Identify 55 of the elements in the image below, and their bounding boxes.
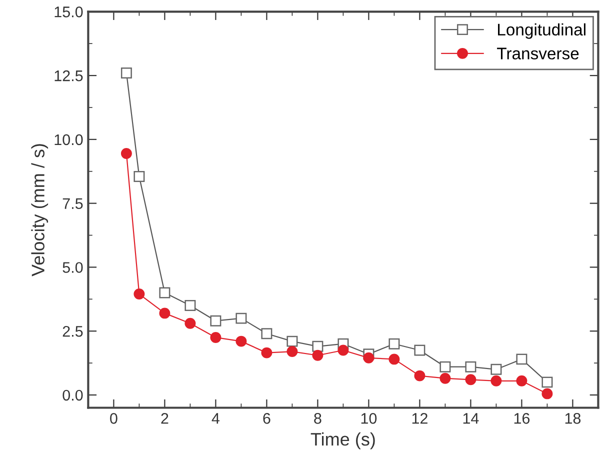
legend-label: Transverse: [497, 48, 579, 60]
point: [159, 308, 170, 319]
point: [159, 287, 170, 298]
y-tick-label: 15.0: [54, 6, 83, 18]
y-tick-label: 10.0: [54, 134, 83, 146]
point: [286, 336, 298, 347]
point: [465, 361, 476, 372]
y-tick-label: 2.5: [62, 326, 83, 337]
point: [184, 318, 196, 329]
point: [542, 376, 553, 388]
point: [210, 332, 222, 343]
point: [465, 374, 476, 386]
point: [388, 354, 400, 365]
point: [184, 300, 196, 312]
point: [120, 148, 132, 159]
x-tick-label: 16: [514, 413, 530, 424]
point: [261, 347, 272, 358]
point: [516, 354, 528, 365]
point: [490, 375, 502, 386]
x-tick-label: 6: [263, 413, 270, 424]
point: [414, 344, 426, 356]
point: [363, 352, 374, 364]
point: [261, 328, 272, 340]
x-tick-label: 2: [161, 413, 168, 424]
y-tick-label: 5.0: [62, 262, 83, 273]
point: [120, 67, 132, 78]
x-tick-label: 0: [110, 413, 118, 424]
point: [134, 170, 145, 182]
x-tick-label: 12: [412, 413, 428, 424]
point: [134, 288, 145, 300]
x-tick-label: 10: [361, 413, 377, 424]
point: [440, 372, 451, 384]
x-tick-label: 8: [314, 413, 322, 424]
legend-label: Longitudinal: [498, 23, 586, 39]
point: [312, 340, 324, 352]
point: [388, 338, 400, 350]
x-tick-label: 14: [463, 413, 479, 424]
y-axis-title: Velocity (mm / s): [31, 144, 48, 276]
x-tick-label: 18: [565, 413, 581, 424]
point: [286, 346, 298, 358]
point: [236, 336, 247, 347]
point: [440, 361, 451, 372]
point: [210, 315, 222, 326]
x-axis-title: Time (s): [310, 432, 375, 450]
y-tick-label: 7.5: [62, 198, 83, 209]
x-tick-label: 4: [212, 413, 220, 424]
point: [516, 375, 528, 386]
y-tick-label: 0.0: [62, 390, 83, 401]
point: [312, 350, 324, 361]
point: [414, 370, 426, 382]
point: [542, 388, 553, 400]
point: [338, 344, 349, 356]
y-tick-label: 12.5: [54, 70, 83, 82]
point: [490, 364, 502, 375]
point: [236, 312, 247, 324]
